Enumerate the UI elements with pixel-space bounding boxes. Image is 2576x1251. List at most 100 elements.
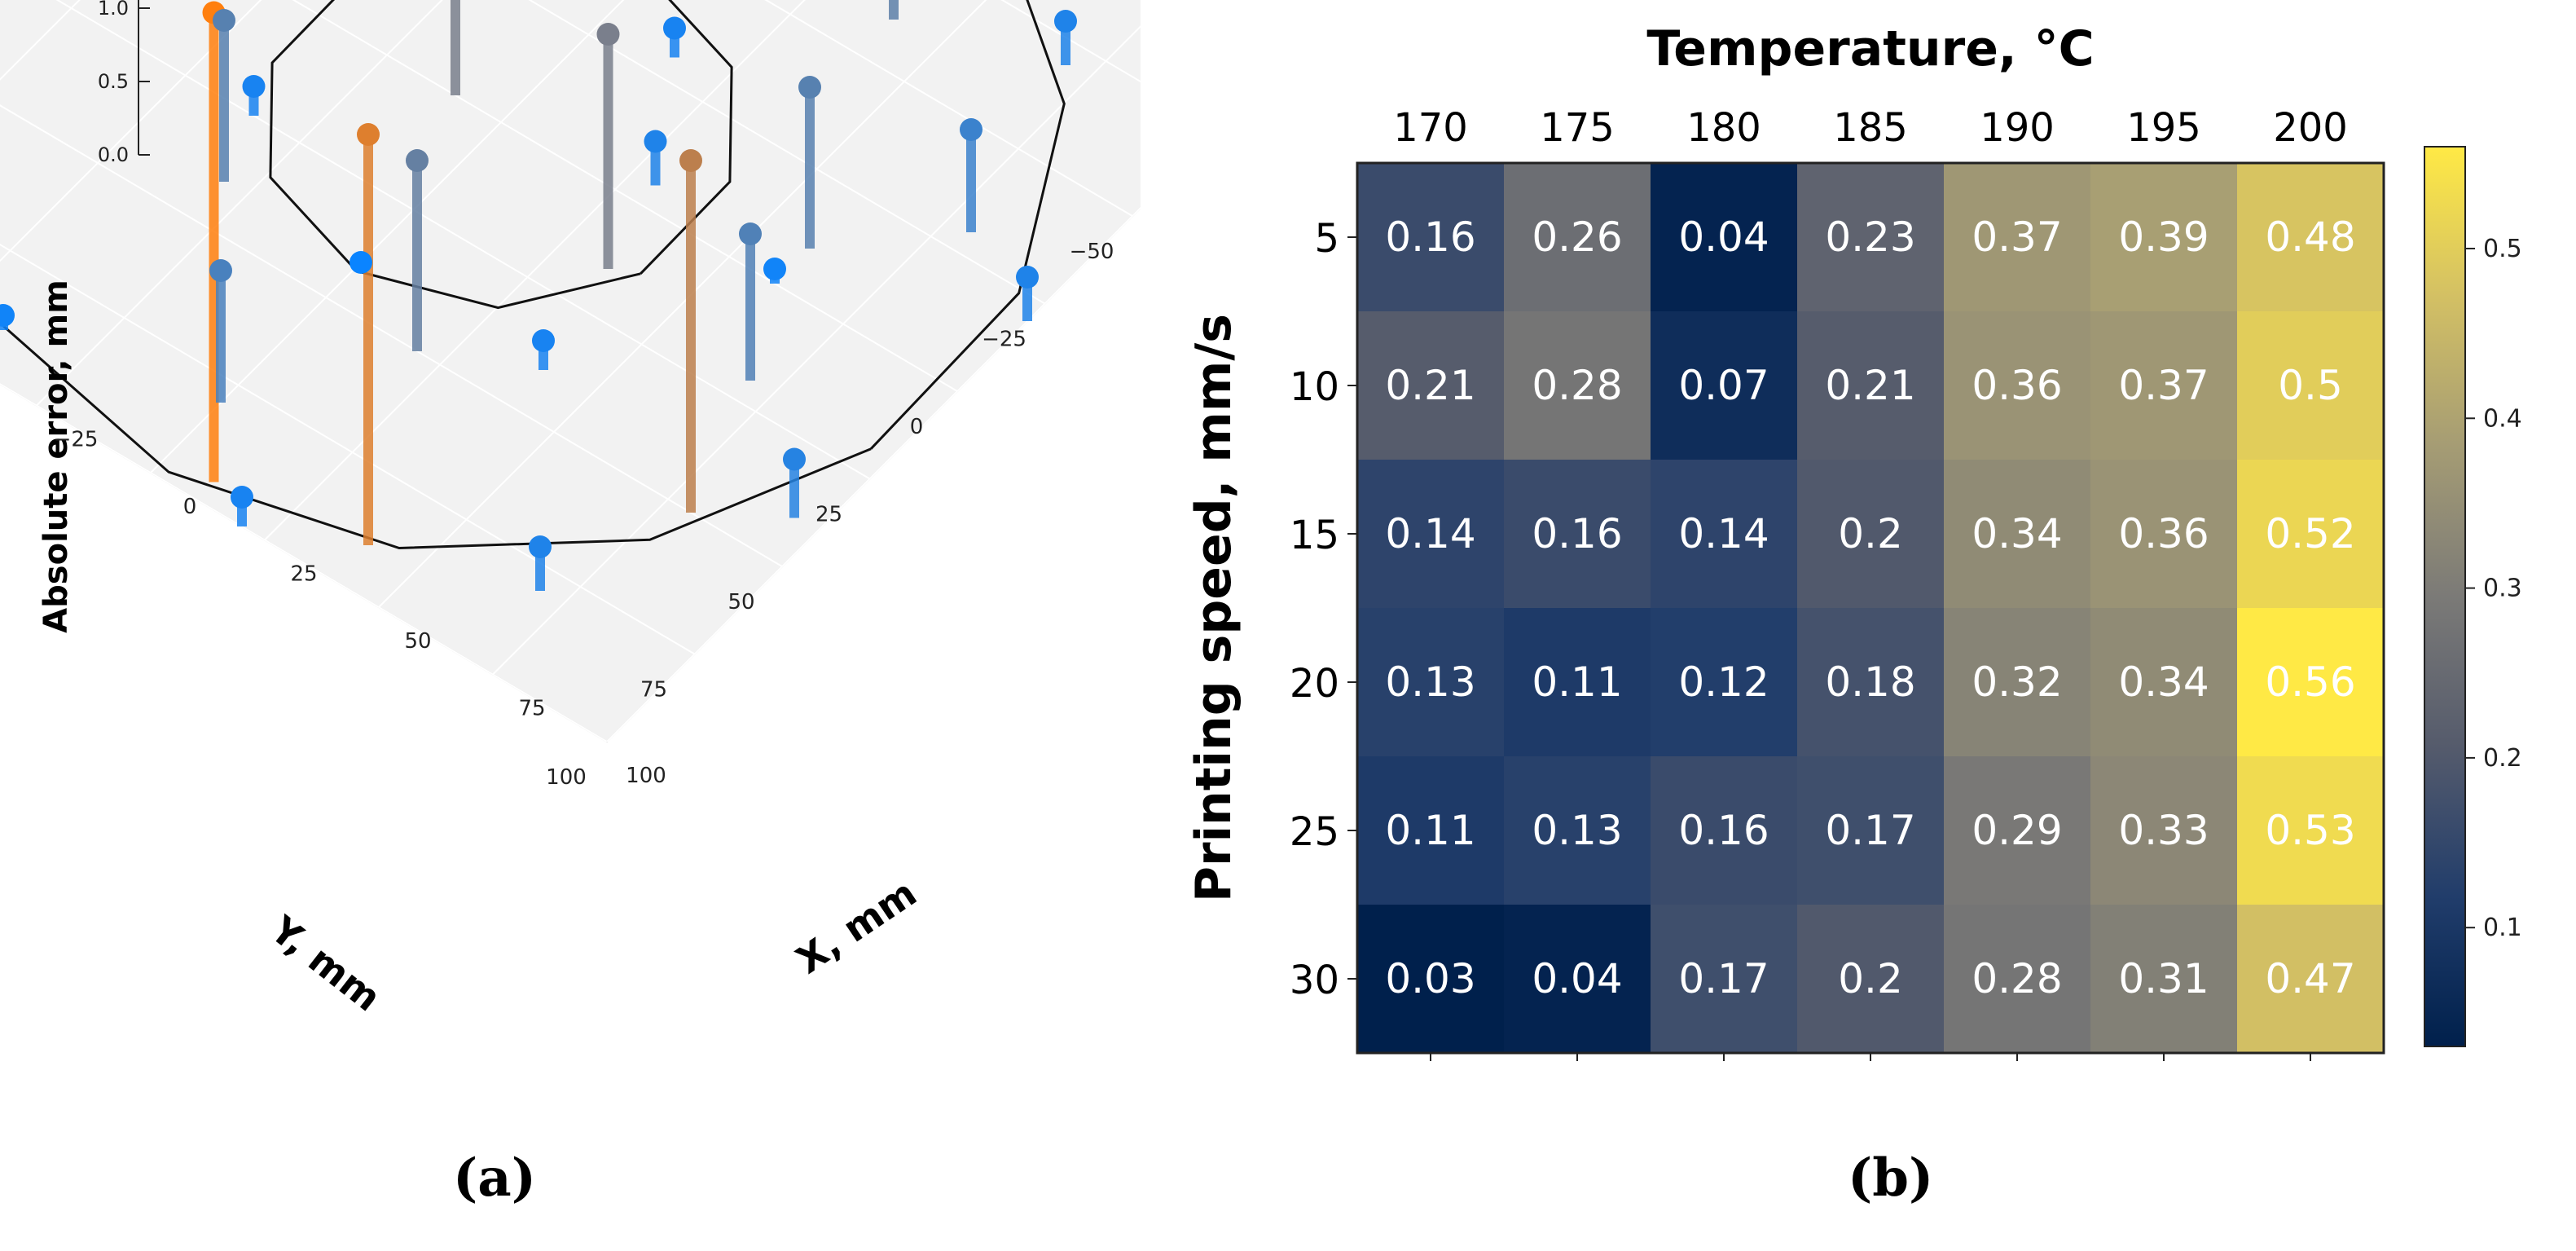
row-label: 10: [1290, 364, 1339, 410]
stem-marker: [739, 222, 762, 245]
stem-marker: [763, 258, 786, 280]
panel-b: Temperature, °C 170 175 180 185 190 195 200 0.16…: [1141, 0, 2576, 1248]
cell-value-label: 0.16: [1385, 214, 1475, 261]
y-tick-label: 25: [815, 503, 842, 527]
heatmap-cell: [1651, 608, 1798, 757]
heatmap-cell: [2090, 756, 2238, 905]
cell-value-label: 0.29: [1972, 807, 2062, 854]
z-tick-label: 0.5: [98, 70, 129, 93]
x-tick-label: −25: [54, 428, 99, 452]
grid-line: [0, 382, 608, 742]
stem-marker: [1054, 10, 1077, 33]
heatmap-cell: [1357, 608, 1505, 757]
grid-line: [0, 104, 783, 567]
stem-marker: [213, 9, 235, 32]
cell-value-label: 0.34: [1972, 510, 2062, 557]
stem-marker: [798, 76, 821, 99]
cell-value-label: 0.11: [1385, 807, 1475, 854]
y-tick-label: −50: [1070, 240, 1114, 264]
colorbar-tick-label: 0.4: [2483, 404, 2522, 433]
column-label: 170: [1393, 105, 1468, 151]
heatmap-title: Temperature, °C: [1646, 20, 2094, 77]
cell-value-label: 0.03: [1385, 955, 1475, 1002]
stem-marker: [596, 23, 620, 46]
x-tick-label: 50: [404, 629, 431, 654]
heatmap-cell: [1944, 756, 2091, 905]
heatmap-cell: [2090, 905, 2238, 1054]
heatmap-cell: [2090, 163, 2238, 312]
cell-value-label: 0.28: [1972, 955, 2062, 1002]
y-axis-title: Y, mm: [262, 907, 389, 1020]
x-tick-label: 0: [183, 495, 197, 519]
heatmap-cell: [1797, 460, 1945, 609]
cell-value-label: 0.18: [1825, 659, 1915, 706]
colorbar-tick-label: 0.5: [2483, 235, 2522, 263]
column-label: 185: [1833, 105, 1908, 151]
heatmap-cell: [1797, 163, 1945, 312]
heatmap-cell: [2090, 311, 2238, 460]
stem-marker: [242, 75, 266, 98]
column-label: 200: [2273, 105, 2348, 151]
heatmap-cell: [1797, 311, 1945, 460]
stem-marker: [406, 149, 429, 172]
panel-b-caption: (b): [1848, 1147, 1934, 1209]
stem-marker: [644, 130, 667, 153]
heatmap-cell: [1944, 460, 2091, 609]
heatmap-cell: [1504, 756, 1651, 905]
heatmap-cell: [2237, 608, 2385, 757]
y-tick-label: −25: [982, 328, 1026, 352]
cell-value-label: 0.12: [1678, 659, 1769, 706]
column-label: 180: [1686, 105, 1761, 151]
cell-value-label: 0.33: [2118, 807, 2209, 854]
stem-marker: [0, 304, 15, 327]
x-tick-label: 75: [518, 697, 545, 721]
y-axis-title: Printing speed, mm/s: [1185, 314, 1242, 902]
x-axis-title: X, mm: [789, 870, 925, 982]
heatmap-cell: [1651, 311, 1798, 460]
cell-value-label: 0.39: [2118, 214, 2209, 261]
heatmap-cell: [1357, 756, 1505, 905]
heatmap-cell: [1797, 608, 1945, 757]
stem-marker: [357, 123, 380, 146]
grid-line: [378, 0, 987, 608]
heatmap-cell: [2237, 905, 2385, 1054]
heatmap-cell: [1357, 460, 1505, 609]
cell-value-label: 0.52: [2265, 510, 2355, 557]
cell-value-label: 0.13: [1532, 807, 1622, 854]
cell-value-label: 0.37: [1972, 214, 2062, 261]
stems-group: [0, 0, 1077, 591]
colorbar-tick-label: 0.2: [2483, 744, 2522, 773]
column-label: 175: [1540, 105, 1615, 151]
heatmap-cell: [1797, 905, 1945, 1054]
grid-line: [264, 0, 806, 541]
stem-marker: [529, 535, 552, 558]
row-label: 25: [1290, 809, 1339, 855]
grid-line: [0, 0, 262, 262]
heatmap-cell: [1944, 311, 2091, 460]
heatmap-cell: [1504, 460, 1651, 609]
cell-value-label: 0.56: [2265, 659, 2355, 706]
panel-a-caption: (a): [453, 1147, 537, 1209]
y-tick-label: 50: [728, 590, 754, 614]
cell-value-label: 0.04: [1532, 955, 1622, 1002]
y-tick-label: 0: [910, 415, 924, 439]
cell-value-label: 0.21: [1825, 362, 1915, 409]
heatmap-cell: [1504, 163, 1651, 312]
row-label: 15: [1290, 513, 1339, 558]
grid-line: [292, 0, 958, 392]
heatmap-cell: [1944, 163, 2091, 312]
colorbar-tick-label: 0.1: [2483, 914, 2522, 942]
outer-contour-line: [0, 0, 1066, 550]
cell-value-label: 0.11: [1532, 659, 1622, 706]
cell-value-label: 0.16: [1532, 510, 1622, 557]
cell-value-label: 0.47: [2265, 955, 2355, 1002]
heatmap-cell: [1357, 311, 1505, 460]
floor-pane: [0, 0, 1309, 743]
heatmap-cell: [1651, 905, 1798, 1054]
stem-marker: [663, 16, 686, 40]
cell-value-label: 0.14: [1678, 510, 1769, 557]
cell-value-label: 0.04: [1678, 214, 1769, 261]
column-label: 190: [1980, 105, 2055, 151]
